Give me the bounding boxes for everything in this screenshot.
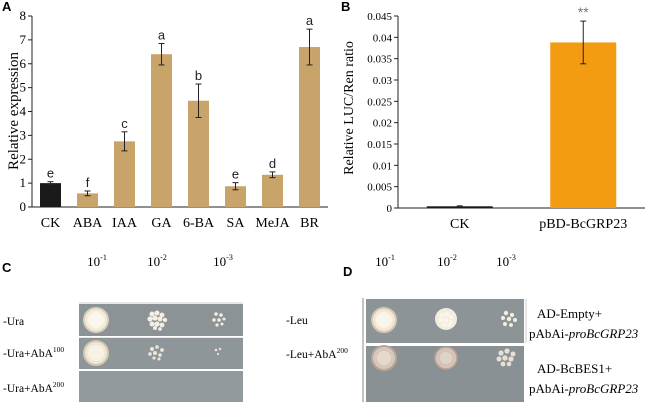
significance-label: a (158, 27, 166, 42)
panel-d-row-label-1: -Leu (286, 315, 308, 327)
bar-br (299, 47, 320, 207)
bar-pbd-bcgrp23 (550, 42, 616, 208)
panel-c-row-label-1: -Ura (3, 316, 24, 328)
y-tick-label: 0.04 (373, 32, 393, 44)
panel-d-dilution-2: 10-2 (437, 253, 457, 269)
colony-spot-center (440, 352, 452, 364)
panel-a-bars: CK e ABA f IAA c GA a 6-BA b SA e MeJA d BR a (40, 13, 320, 231)
y-tick-label: 4 (20, 104, 27, 119)
significance-label: d (269, 156, 276, 171)
y-tick-label: 7 (20, 32, 27, 47)
y-tick-label: 6 (20, 56, 27, 71)
panel-d-yeast-one-hybrid: D 10-1 10-2 10-3 (286, 253, 639, 402)
panel-b-y-ticks: 0 0.005 0.01 0.015 0.02 0.025 0.03 0.035 0.04 0.0… (367, 11, 398, 215)
panel-c-dilution-1: 10-1 (87, 253, 107, 269)
panel-c-row-label-3: -Ura+AbA200 (3, 380, 64, 395)
panel-c-row-label-2: -Ura+AbA100 (3, 345, 64, 360)
construct-2-line-2: pAbAi-proBcGRP23 (529, 381, 639, 396)
construct-2-line-1: AD-BcBES1+ (537, 361, 612, 376)
y-tick-label: 0 (20, 199, 27, 214)
y-tick-label: 8 (20, 8, 27, 23)
panel-label-b: B (341, 0, 350, 14)
colony-spot-center (88, 312, 104, 328)
panel-c-yeast-assay: C 10-1 10-2 10-3 (2, 253, 243, 402)
panel-label-c: C (2, 260, 12, 275)
significance-label: ** (578, 4, 589, 20)
panel-d-row-label-2: -Leu+AbA200 (286, 346, 348, 361)
bar-ga (151, 54, 172, 207)
colony-spot-center (376, 312, 392, 328)
y-tick-label: 2 (20, 151, 27, 166)
panel-b-bar-chart: B Relative LUC/Ren ratio 0 0.005 0.01 0.015… (341, 0, 645, 232)
x-category-label: MeJA (255, 216, 290, 231)
panel-b-bars: CK pBD-BcGRP23 ** (427, 4, 627, 232)
y-tick-label: 0.025 (367, 96, 392, 108)
y-tick-label: 0.01 (373, 160, 392, 172)
significance-label: e (47, 166, 54, 181)
panel-label-d: D (343, 264, 352, 279)
x-category-label: ABA (73, 216, 103, 231)
y-tick-label: 0.02 (373, 118, 392, 130)
y-tick-label: 5 (20, 80, 27, 95)
x-category-label: IAA (112, 216, 138, 231)
panel-d-dilution-1: 10-1 (375, 253, 395, 269)
construct-1-line-1: AD-Empty+ (537, 306, 602, 321)
plate-c-row-3 (79, 371, 243, 402)
y-tick-label: 0.015 (367, 139, 392, 151)
y-tick-label: 1 (20, 175, 27, 190)
x-category-label: CK (41, 216, 60, 231)
bar-ck (40, 183, 61, 207)
x-category-label: 6-BA (183, 216, 215, 231)
y-tick-label: 0.005 (367, 182, 392, 194)
x-category-label: CK (450, 217, 469, 232)
y-tick-label: 0.045 (367, 11, 392, 23)
y-tick-label: 0 (387, 203, 393, 215)
panel-c-dilution-3: 10-3 (213, 253, 233, 269)
construct-1-line-2: pAbAi-proBcGRP23 (529, 326, 639, 341)
significance-label: f (86, 175, 90, 190)
x-category-label: BR (300, 216, 319, 231)
colony-spot-center (377, 351, 391, 365)
panel-c-dilution-2: 10-2 (147, 253, 167, 269)
y-tick-label: 0.035 (367, 54, 392, 66)
significance-label: b (195, 68, 202, 83)
panel-b-y-axis-label: Relative LUC/Ren ratio (342, 41, 357, 175)
significance-label: a (306, 13, 314, 28)
panel-d-dilution-3: 10-3 (496, 253, 516, 269)
y-tick-label: 3 (20, 127, 27, 142)
x-category-label: pBD-BcGRP23 (539, 217, 627, 232)
significance-label: c (121, 116, 128, 131)
x-category-label: GA (151, 216, 172, 231)
colony-spot-center (88, 345, 104, 361)
y-tick-label: 0.03 (373, 75, 393, 87)
panel-a-y-ticks: 0 1 2 3 4 5 6 7 8 (20, 8, 33, 214)
panel-label-a: A (2, 0, 12, 14)
significance-label: e (232, 167, 239, 182)
x-category-label: SA (227, 216, 246, 231)
bar-meja (262, 175, 283, 207)
